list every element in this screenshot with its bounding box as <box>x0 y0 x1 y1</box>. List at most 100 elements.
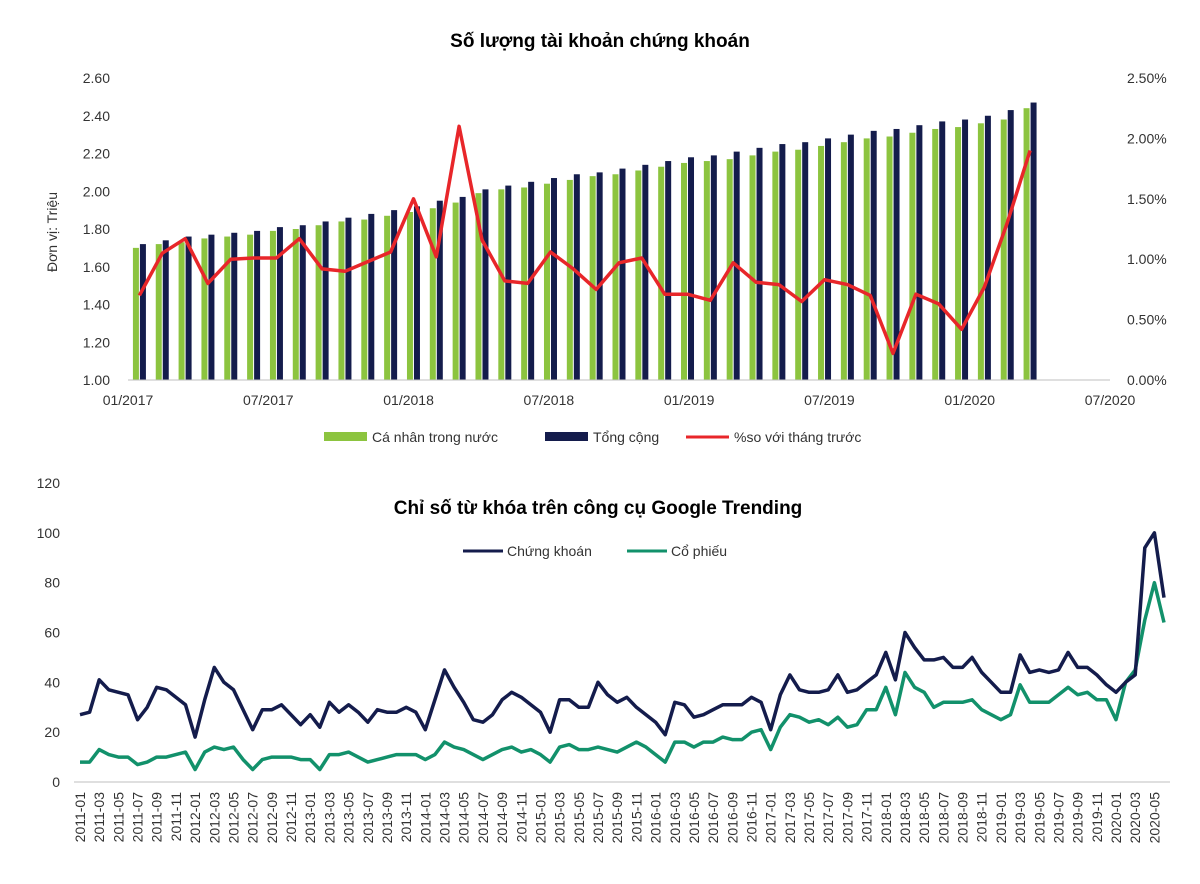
bar-tong-cong <box>710 155 717 380</box>
bar-ca-nhan <box>155 244 162 380</box>
bottom-x-tick-label: 2014-01 <box>417 792 433 844</box>
bar-ca-nhan <box>589 176 596 380</box>
bar-ca-nhan <box>247 234 254 380</box>
legend-swatch-tong-cong <box>545 432 588 441</box>
bar-ca-nhan <box>909 132 916 380</box>
bar-ca-nhan <box>543 183 550 380</box>
top-x-tick-label: 07/2017 <box>243 392 294 408</box>
bottom-x-tick-label: 2011-05 <box>110 792 126 843</box>
bottom-x-tick-label: 2019-01 <box>993 792 1009 844</box>
bar-ca-nhan <box>269 230 276 380</box>
bar-tong-cong <box>459 196 466 380</box>
top-y2-tick-label: 1.00% <box>1127 251 1167 267</box>
bottom-x-tick-label: 2011-07 <box>130 792 146 843</box>
bottom-x-tick-label: 2017-03 <box>782 792 798 844</box>
bottom-y-tick-label: 80 <box>44 575 60 591</box>
bar-tong-cong <box>962 119 969 381</box>
bottom-x-tick-label: 2016-11 <box>744 792 760 843</box>
top-y2-ticks: 0.00% 0.50% 1.00% 1.50% 2.00% 2.50% <box>1127 70 1167 388</box>
bar-tong-cong <box>413 206 420 380</box>
bottom-x-tick-label: 2012-09 <box>264 792 280 844</box>
top-y2-tick-label: 2.00% <box>1127 130 1167 146</box>
top-y2-tick-label: 0.00% <box>1127 372 1167 388</box>
bar-tong-cong <box>573 174 580 380</box>
bar-ca-nhan <box>224 236 231 380</box>
bar-tong-cong <box>254 230 261 380</box>
top-y-tick-label: 2.40 <box>83 108 110 124</box>
bottom-x-tick-label: 2019-05 <box>1031 792 1047 844</box>
bar-tong-cong <box>870 130 877 380</box>
bottom-x-tick-label: 2015-11 <box>628 792 644 843</box>
bar-ca-nhan <box>338 221 345 380</box>
bar-ca-nhan <box>384 215 391 380</box>
bar-tong-cong <box>1007 110 1014 381</box>
bar-ca-nhan <box>452 202 459 380</box>
line-percent <box>137 124 1032 356</box>
legend-label-co-phieu: Cổ phiếu <box>671 543 727 559</box>
bottom-y-tick-label: 0 <box>52 774 60 790</box>
bottom-x-tick-label: 2011-11 <box>168 792 184 842</box>
bar-ca-nhan <box>429 208 436 380</box>
bottom-x-tick-label: 2013-09 <box>379 792 395 844</box>
bottom-x-tick-label: 2015-01 <box>533 792 549 844</box>
bar-ca-nhan <box>955 127 962 380</box>
bottom-x-tick-label: 2020-05 <box>1146 792 1162 844</box>
top-x-tick-label: 01/2017 <box>103 392 154 408</box>
bottom-x-tick-label: 2015-09 <box>609 792 625 844</box>
top-y2-tick-label: 2.50% <box>1127 70 1167 86</box>
bottom-y-ticks: 0 20 40 60 80 100 120 <box>37 475 61 790</box>
top-legend: Cá nhân trong nước Tổng cộng %so với thá… <box>324 429 861 445</box>
top-x-tick-label: 07/2020 <box>1085 392 1136 408</box>
bar-ca-nhan <box>932 128 939 380</box>
bar-ca-nhan <box>658 166 665 380</box>
top-y-tick-label: 1.40 <box>83 297 110 313</box>
bottom-x-tick-label: 2014-05 <box>456 792 472 844</box>
top-y-tick-label: 1.80 <box>83 221 110 237</box>
top-y-tick-label: 1.20 <box>83 334 110 350</box>
bottom-y-tick-label: 20 <box>44 724 60 740</box>
bar-tong-cong <box>208 234 215 380</box>
bottom-x-tick-label: 2017-01 <box>763 792 779 844</box>
bar-tong-cong <box>368 213 375 380</box>
bar-tong-cong <box>436 200 443 380</box>
bar-tong-cong <box>596 172 603 380</box>
bottom-x-tick-label: 2019-03 <box>1012 792 1028 844</box>
bottom-x-tick-label: 2016-03 <box>667 792 683 844</box>
bottom-chart: Chỉ số từ khóa trên công cụ Google Trend… <box>37 475 1170 843</box>
bar-tong-cong <box>1030 102 1037 380</box>
bottom-x-tick-label: 2012-05 <box>226 792 242 844</box>
bar-ca-nhan <box>840 142 847 380</box>
top-line-layer <box>137 124 1032 356</box>
bottom-x-tick-label: 2015-07 <box>590 792 606 844</box>
bar-tong-cong <box>391 210 398 380</box>
bottom-x-tick-label: 2016-07 <box>705 792 721 844</box>
bottom-x-tick-label: 2014-03 <box>437 792 453 844</box>
bottom-x-tick-label: 2012-11 <box>283 792 299 843</box>
bottom-x-tick-label: 2014-11 <box>513 792 529 843</box>
legend-label-tong-cong: Tổng cộng <box>593 429 659 445</box>
bar-tong-cong <box>619 168 626 380</box>
bottom-x-tick-label: 2018-05 <box>916 792 932 844</box>
bar-tong-cong <box>939 121 946 380</box>
line-chung-khoan <box>79 531 1166 739</box>
bottom-x-tick-label: 2016-09 <box>724 792 740 844</box>
bottom-x-tick-label: 2020-01 <box>1108 792 1124 844</box>
top-x-ticks: 01/2017 07/2017 01/2018 07/2018 01/2019 07/20… <box>103 392 1136 408</box>
bar-ca-nhan <box>498 189 505 380</box>
bar-ca-nhan <box>886 136 893 380</box>
legend-label-percent: %so với tháng trước <box>734 429 861 445</box>
bottom-x-tick-label: 2012-03 <box>206 792 222 844</box>
bar-tong-cong <box>688 157 695 380</box>
bottom-x-tick-label: 2014-07 <box>475 792 491 844</box>
bar-ca-nhan <box>977 123 984 381</box>
bottom-x-tick-label: 2019-09 <box>1070 792 1086 844</box>
bar-tong-cong <box>802 142 809 380</box>
bar-tong-cong <box>276 227 283 380</box>
bar-tong-cong <box>231 232 238 380</box>
bottom-x-tick-label: 2013-03 <box>321 792 337 844</box>
bar-tong-cong <box>825 138 832 380</box>
bar-tong-cong <box>550 178 557 380</box>
bottom-x-tick-label: 2019-07 <box>1051 792 1067 844</box>
bottom-x-tick-label: 2015-05 <box>571 792 587 844</box>
